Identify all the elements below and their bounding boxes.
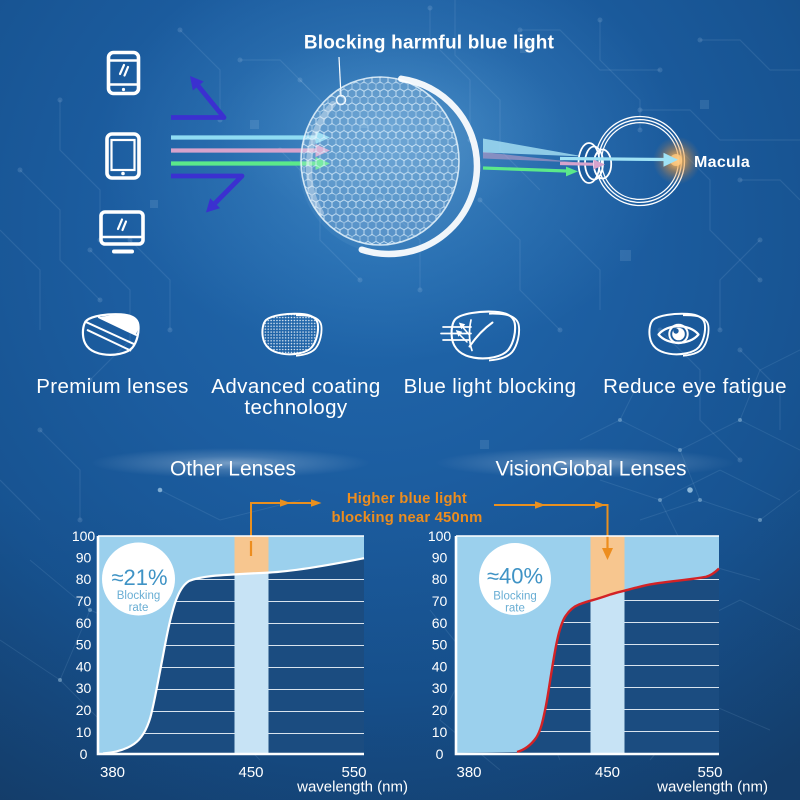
svg-text:550: 550	[341, 764, 366, 781]
svg-text:rate: rate	[505, 603, 525, 615]
svg-text:20: 20	[432, 702, 448, 718]
svg-text:100: 100	[72, 528, 96, 544]
svg-text:technology: technology	[244, 396, 348, 419]
svg-text:Blocking: Blocking	[493, 591, 536, 603]
svg-text:Reduce eye fatigue: Reduce eye fatigue	[603, 375, 787, 398]
svg-text:10: 10	[76, 724, 92, 740]
svg-text:Advanced coating: Advanced coating	[211, 375, 380, 398]
svg-text:60: 60	[76, 615, 92, 631]
svg-text:30: 30	[432, 680, 448, 696]
svg-text:40: 40	[76, 658, 92, 674]
svg-text:≈40%: ≈40%	[487, 564, 543, 589]
svg-text:Higher blue light: Higher blue light	[347, 491, 467, 507]
svg-text:450: 450	[238, 764, 263, 781]
svg-text:wavelength (nm): wavelength (nm)	[656, 779, 768, 796]
svg-text:80: 80	[76, 571, 92, 587]
svg-text:90: 90	[432, 549, 448, 565]
svg-text:Blue light blocking: Blue light blocking	[404, 375, 577, 398]
svg-text:20: 20	[76, 702, 92, 718]
svg-text:Blocking: Blocking	[117, 590, 160, 602]
svg-text:0: 0	[80, 746, 88, 762]
svg-text:Other Lenses: Other Lenses	[170, 458, 296, 481]
svg-text:10: 10	[432, 724, 448, 740]
svg-text:wavelength (nm): wavelength (nm)	[296, 779, 408, 796]
svg-text:0: 0	[436, 746, 444, 762]
svg-text:80: 80	[432, 571, 448, 587]
svg-text:70: 70	[76, 593, 92, 609]
svg-text:50: 50	[76, 637, 92, 653]
svg-text:≈21%: ≈21%	[111, 565, 167, 590]
svg-text:60: 60	[432, 615, 448, 631]
svg-text:100: 100	[428, 528, 452, 544]
svg-text:Macula: Macula	[694, 154, 750, 171]
svg-text:90: 90	[76, 549, 92, 565]
svg-text:70: 70	[432, 593, 448, 609]
svg-text:VisionGlobal Lenses: VisionGlobal Lenses	[495, 458, 686, 481]
svg-text:rate: rate	[129, 602, 149, 614]
svg-text:blocking near 450nm: blocking near 450nm	[332, 510, 483, 526]
svg-text:50: 50	[432, 637, 448, 653]
svg-text:Premium lenses: Premium lenses	[36, 375, 189, 398]
svg-text:Blocking harmful blue light: Blocking harmful blue light	[304, 33, 555, 54]
svg-text:450: 450	[595, 764, 620, 781]
svg-text:550: 550	[697, 764, 722, 781]
svg-text:380: 380	[456, 764, 481, 781]
svg-text:380: 380	[100, 764, 125, 781]
svg-text:40: 40	[432, 658, 448, 674]
svg-text:30: 30	[76, 680, 92, 696]
